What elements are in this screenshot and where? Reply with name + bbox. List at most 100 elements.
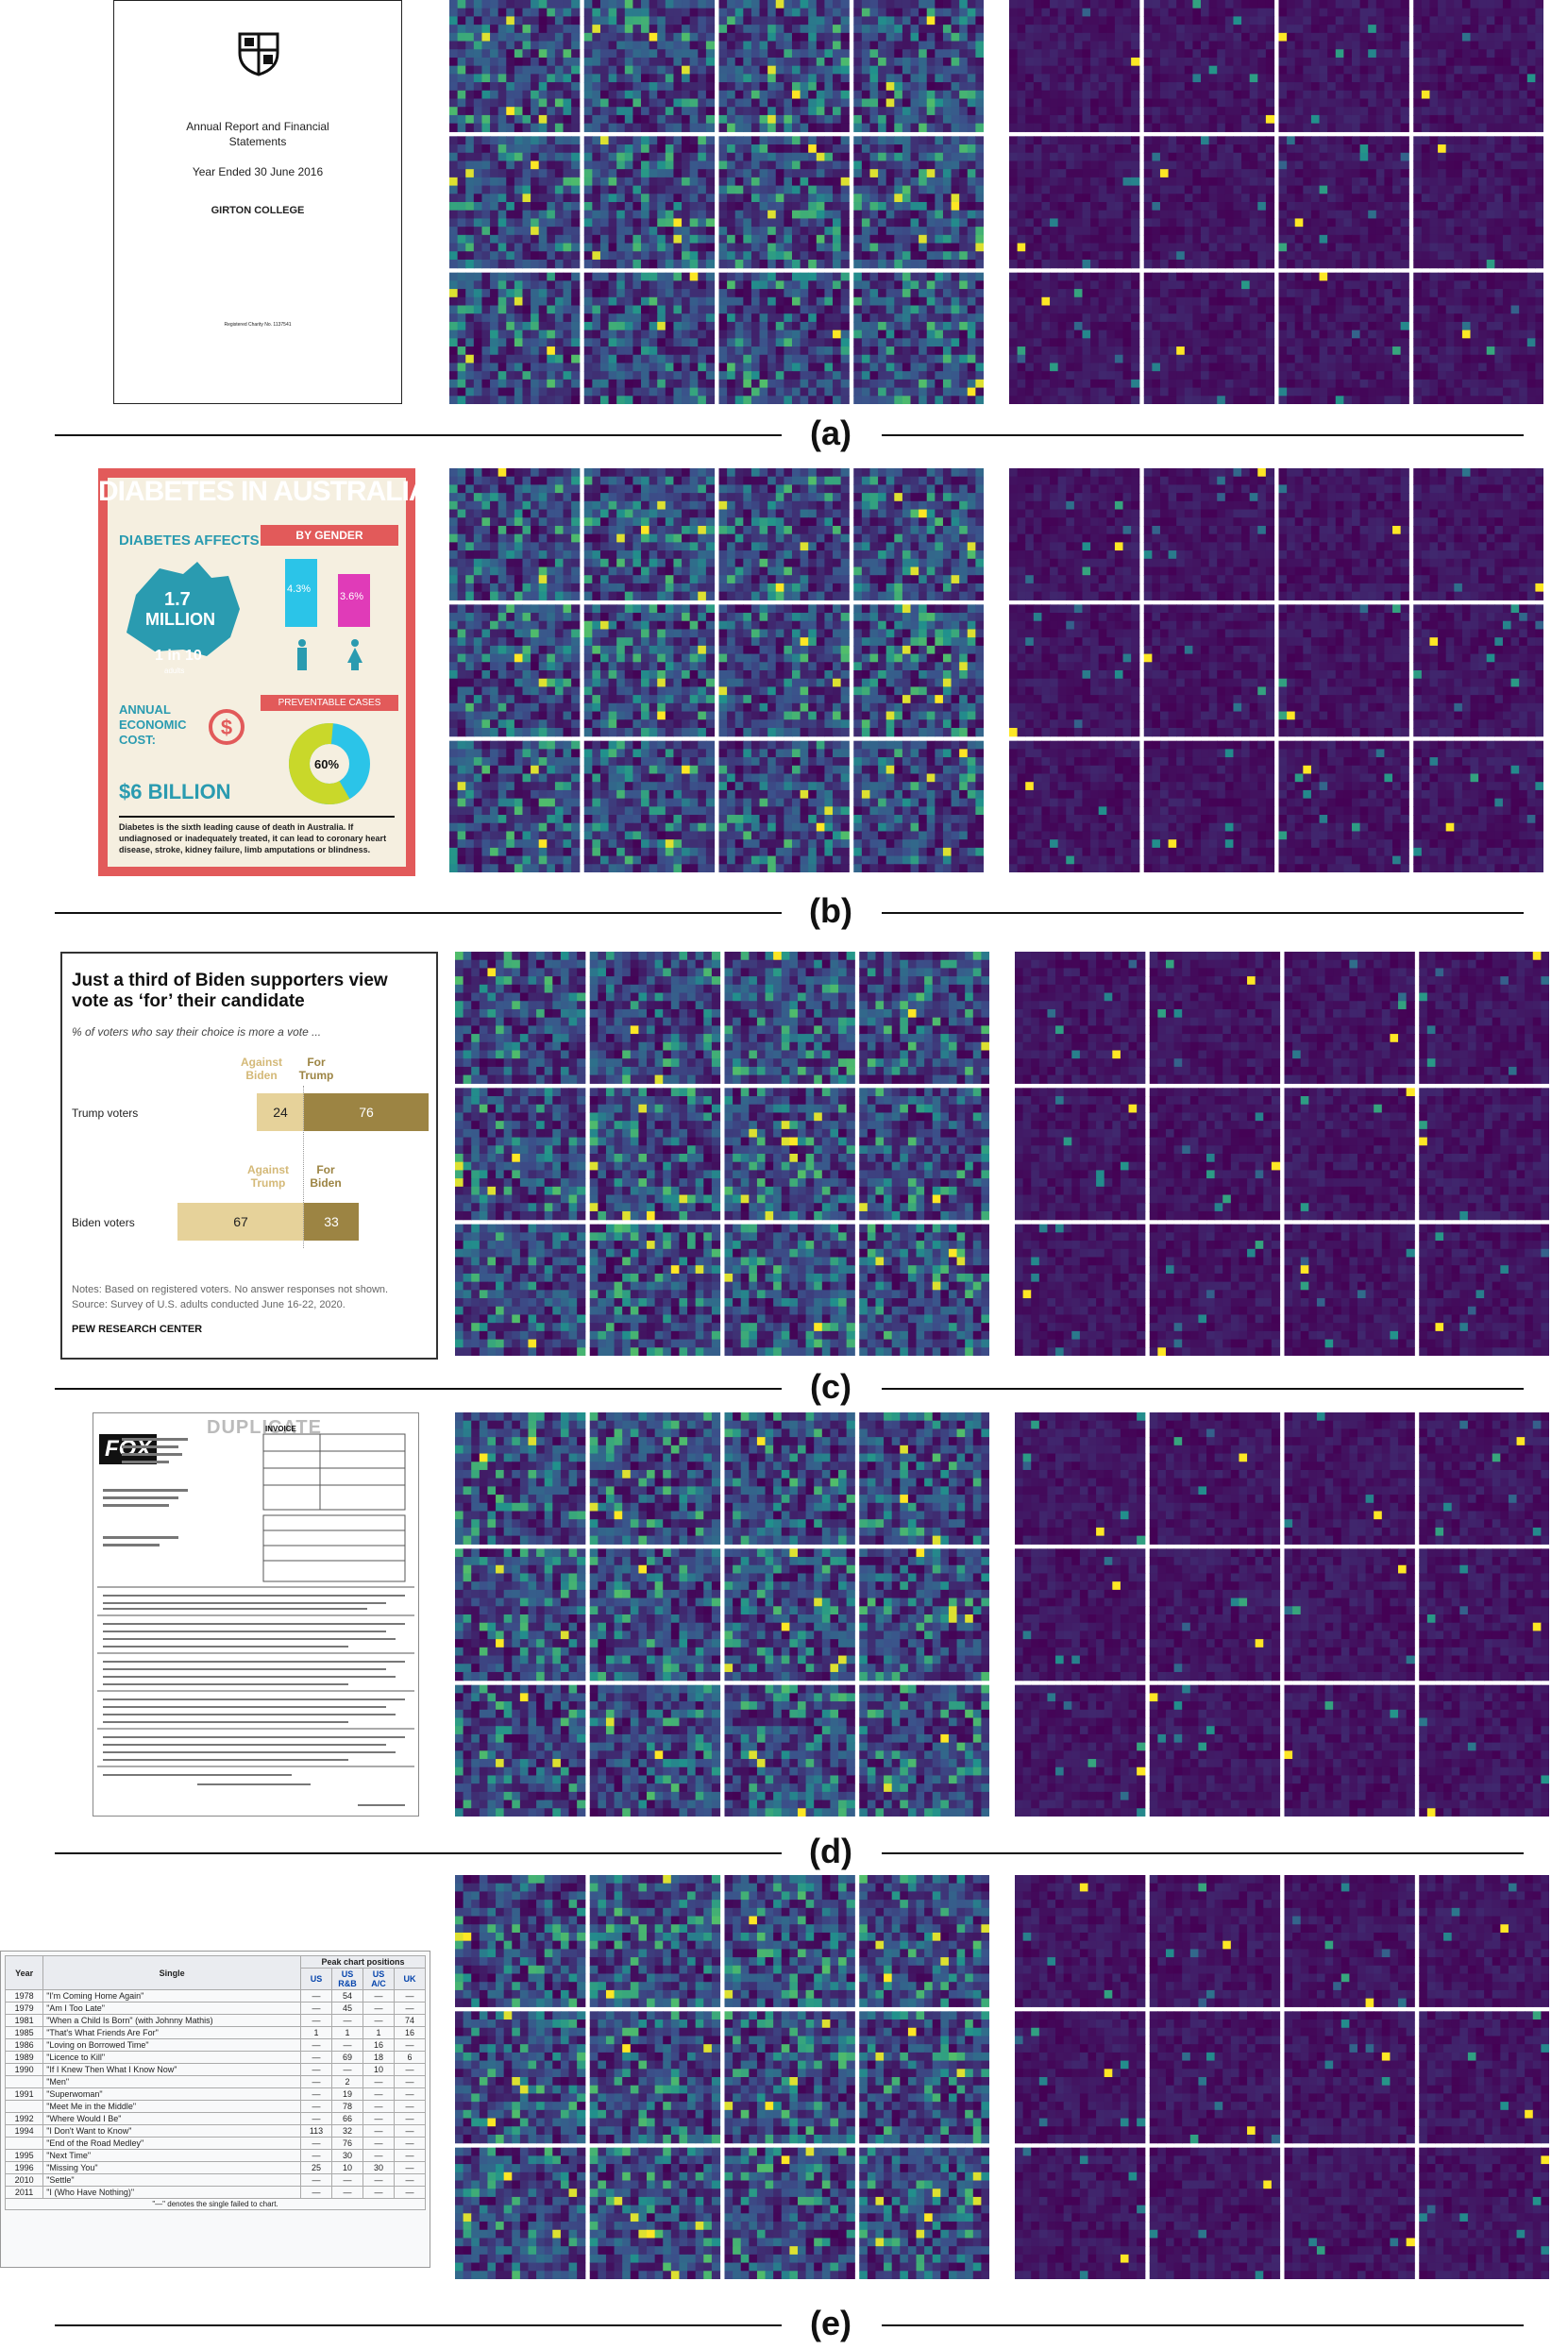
heatmap-cell [1009,169,1019,178]
heatmap-cell [583,346,593,356]
heatmap-cell [1152,144,1161,154]
heatmap-cell [538,185,548,194]
heatmap-cell [1176,107,1186,116]
crest-icon [238,32,279,76]
heatmap-cell [1176,136,1186,145]
heatmap-cell [1351,32,1361,42]
heatmap-cell [1257,98,1267,108]
heatmap-cell [869,330,879,339]
heatmap-cell [665,57,675,67]
heatmap-cell [919,65,928,75]
heatmap-cell [800,177,809,187]
heatmap-cell [951,296,960,307]
heatmap-cell [1176,177,1186,187]
heatmap-cell [975,41,984,50]
heatmap-cell [1392,57,1402,67]
heatmap-cell [571,218,581,228]
heatmap-cell [1461,90,1472,100]
heatmap-cell [1233,259,1242,269]
heatmap-cell [775,98,784,108]
heatmap-cell [514,251,524,261]
heatmap-cell [1057,74,1067,83]
heatmap-cell [657,25,666,34]
heatmap-cell [457,313,466,323]
heatmap-cell [1143,65,1153,75]
heatmap-cell [1025,107,1035,116]
heatmap-cell [554,123,565,132]
heatmap-cell [571,321,581,331]
heatmap-cell [902,32,912,42]
heatmap-cell [951,313,960,323]
heatmap-cell [750,272,761,281]
heatmap-cell [616,161,626,170]
heatmap-cell [449,107,459,116]
heatmap-cell [816,227,826,236]
heatmap-cell [689,49,699,59]
heatmap-cell [497,185,507,194]
heatmap-cell [1122,8,1132,18]
heatmap-cell [767,259,777,269]
heatmap-cell [473,16,483,25]
heatmap-cell [910,185,919,194]
heatmap-cell [1265,82,1275,92]
heatmap-cell [1445,16,1455,25]
heatmap-cell [571,280,581,290]
heatmap-cell [1400,136,1409,145]
heatmap-cell [1278,227,1288,236]
heatmap-cell [665,8,675,18]
heatmap-cell [1287,90,1296,100]
heatmap-cell [926,259,936,269]
heatmap-cell [1470,123,1479,132]
heatmap-cell [514,114,524,125]
heatmap-cell [750,25,761,34]
heatmap-cell [800,74,809,83]
heatmap-cell [919,82,928,92]
heatmap-cell [531,90,540,100]
heatmap-cell [583,8,593,18]
heatmap-cell [698,32,707,42]
heatmap-cell [473,305,483,314]
heatmap-cell [926,98,936,108]
heatmap-cell [727,152,736,162]
heatmap-cell [1050,136,1059,145]
heatmap-cell [1359,136,1369,145]
heatmap-cell [1114,169,1124,178]
heatmap-cell [689,330,699,339]
heatmap-cell [1438,114,1447,125]
heatmap-cell [1519,123,1528,132]
heatmap-cell [473,74,483,83]
heatmap-cell [1050,259,1059,269]
heatmap-cell [800,387,809,397]
heatmap-cell [506,65,515,75]
heatmap-cell [1025,202,1035,211]
heatmap-cell [878,330,887,339]
heatmap-cell [1445,32,1455,42]
heatmap-cell [878,185,887,194]
heatmap-cell [514,185,524,194]
heatmap-cell [1184,98,1194,108]
heatmap-cell [1278,177,1288,187]
heatmap-cell [1375,90,1386,100]
heatmap-cell [759,90,768,100]
heatmap-cell [465,32,475,42]
heatmap-cell [1192,8,1202,18]
heatmap-cell [531,346,540,356]
heatmap-cell [506,251,515,261]
heatmap-cell [1082,234,1091,245]
heatmap-cell [1413,161,1423,170]
heatmap-cell [473,272,483,281]
heatmap-cell [727,32,736,42]
heatmap-cell [1217,41,1226,50]
heatmap-cell [583,202,593,211]
heatmap-cell [641,234,650,245]
heatmap-cell [608,32,617,42]
heatmap-cell [1294,218,1304,228]
heatmap-cell [481,330,491,339]
heatmap-cell [861,98,871,108]
heatmap-cell [824,98,834,108]
heatmap-cell [824,305,834,314]
heatmap-cell [563,218,572,228]
heatmap-cell [1413,90,1423,100]
heatmap-cell [1098,185,1107,194]
heatmap-cell [632,144,642,154]
